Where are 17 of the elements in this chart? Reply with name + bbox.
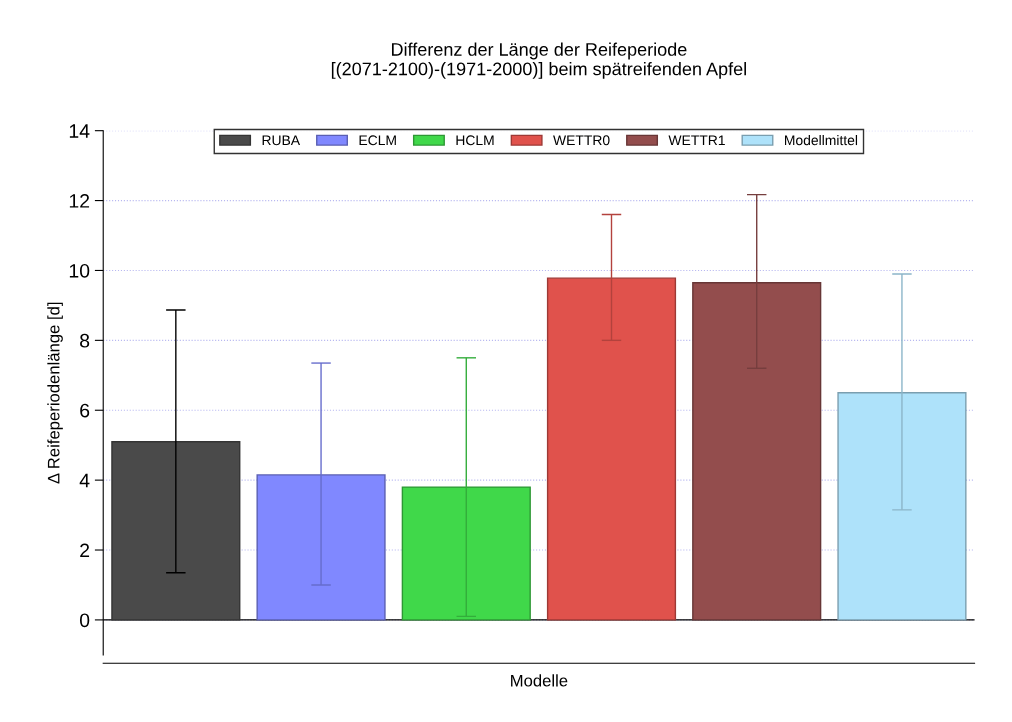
y-tick-label: 14 — [69, 124, 90, 138]
y-tick-label: 8 — [80, 333, 90, 348]
y-tick-label: 0 — [79, 613, 90, 628]
chart-title: Differenz der Länge der Reifeperiode [(2071-2100)-(1971-2000)] beim spätreifenden Apfel — [331, 42, 746, 79]
y-tick-label: 4 — [79, 473, 90, 488]
y-tick-label: 10 — [69, 263, 90, 278]
y-tick-label: 12 — [69, 194, 90, 208]
y-tick-label: 6 — [80, 403, 90, 418]
x-axis-title: Modelle — [511, 674, 568, 687]
y-tick-label: 2 — [80, 543, 90, 558]
y-axis-title: Δ Reifeperiodenlänge [d] — [47, 302, 63, 484]
legend-label: WETTR0 — [553, 135, 610, 146]
legend-label: HCLM — [456, 135, 494, 146]
legend-label: ECLM — [359, 135, 396, 146]
legend-label: WETTR1 — [668, 135, 725, 146]
legend-label: RUBA — [262, 135, 301, 146]
legend-label: Modellmittel — [785, 135, 858, 146]
